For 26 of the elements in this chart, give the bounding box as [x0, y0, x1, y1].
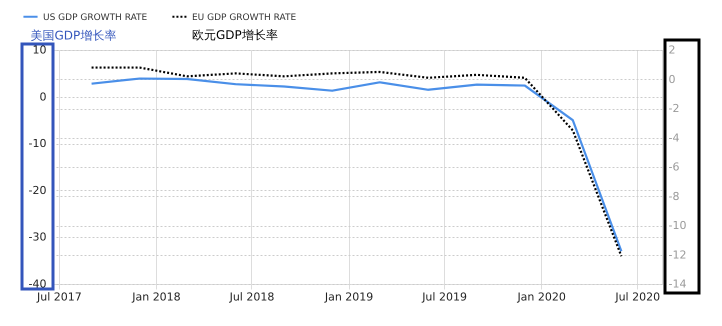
text: 欧元GDP增长率	[192, 28, 278, 42]
y2-tick-label: 2	[668, 44, 676, 56]
legend-label: US GDP GROWTH RATE	[43, 12, 148, 23]
x-tick-label: Jul 2018	[228, 290, 274, 304]
y2-tick-label: -8	[668, 190, 680, 203]
x-tick-label: Jul 2020	[614, 290, 660, 304]
y-tick-label: 10	[32, 44, 46, 56]
y-tick-label: 0	[40, 90, 46, 104]
y-axis-title: 美国GDP增长率	[30, 28, 116, 42]
x-tick-label: Jan 2019	[324, 290, 374, 304]
y-tick-label: -10	[28, 137, 46, 150]
y-tick-label: -30	[28, 230, 46, 244]
y2-tick-label: -12	[668, 248, 686, 262]
y-tick-label: -40	[28, 278, 46, 290]
y2-tick-label: -2	[668, 102, 680, 115]
y2-tick-label: -10	[668, 219, 686, 232]
x-tick-label: Jul 2019	[421, 290, 467, 304]
y2-tick-label: -6	[668, 160, 680, 174]
legend-label: EU GDP GROWTH RATE	[192, 12, 297, 23]
y-tick-label: -20	[28, 184, 46, 197]
x-tick-label: Jan 2020	[516, 290, 566, 304]
y2-tick-label: 0	[668, 72, 676, 86]
x-tick-label: Jul 2017	[36, 290, 82, 304]
y2-tick-label: -4	[668, 131, 680, 144]
y2-tick-label: -14	[668, 278, 686, 290]
x-tick-label: Jan 2018	[131, 290, 181, 304]
